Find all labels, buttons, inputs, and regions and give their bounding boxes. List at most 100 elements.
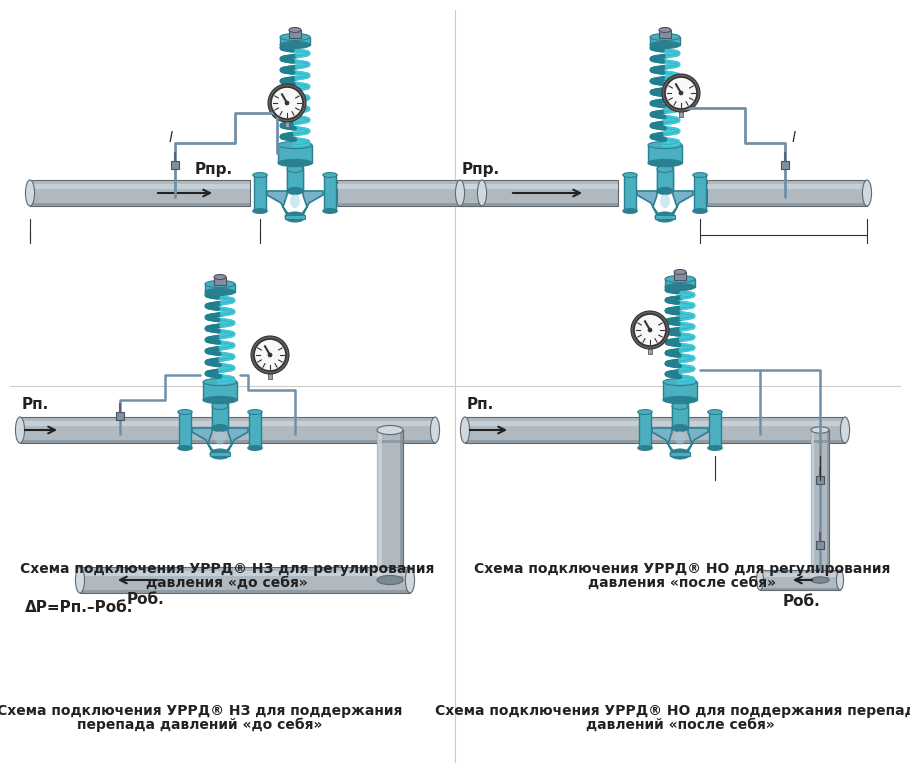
Bar (707, 203, 867, 206)
Ellipse shape (430, 417, 440, 443)
Bar (460, 203, 618, 206)
Bar (287, 169, 303, 191)
Ellipse shape (460, 417, 470, 443)
Ellipse shape (841, 417, 850, 443)
Bar (760, 574, 840, 577)
Ellipse shape (672, 425, 688, 432)
Ellipse shape (455, 180, 464, 206)
Bar (465, 440, 845, 443)
Ellipse shape (811, 577, 829, 583)
Bar (30, 185, 250, 189)
Bar (639, 412, 651, 448)
Text: Роб.: Роб. (126, 592, 164, 607)
Ellipse shape (478, 180, 487, 206)
Bar (212, 400, 228, 428)
Bar (212, 406, 228, 428)
Bar (665, 279, 695, 287)
Bar (285, 117, 289, 127)
Text: Рп.: Рп. (22, 397, 49, 412)
Bar (827, 430, 829, 580)
Bar (816, 476, 824, 484)
Bar (657, 169, 673, 191)
Polygon shape (652, 428, 708, 456)
Text: ΔР=Рп.–Роб.: ΔР=Рп.–Роб. (25, 600, 134, 615)
Bar (672, 406, 688, 428)
Ellipse shape (290, 194, 300, 208)
Ellipse shape (214, 275, 226, 279)
Bar (659, 30, 671, 38)
Polygon shape (267, 191, 323, 219)
Bar (650, 37, 680, 45)
Bar (254, 175, 266, 211)
Bar (214, 277, 226, 285)
Ellipse shape (650, 33, 680, 40)
Text: l: l (791, 131, 795, 145)
Circle shape (631, 311, 669, 349)
Bar (30, 180, 250, 206)
Ellipse shape (205, 280, 235, 287)
Ellipse shape (253, 173, 268, 178)
Ellipse shape (708, 445, 723, 450)
Bar (287, 163, 303, 191)
Text: давлений «после себя»: давлений «после себя» (586, 718, 774, 732)
Ellipse shape (285, 212, 305, 222)
Ellipse shape (657, 165, 673, 172)
Polygon shape (637, 191, 693, 219)
Bar (203, 382, 237, 400)
Text: Рп.: Рп. (467, 397, 494, 412)
Ellipse shape (675, 431, 685, 445)
Ellipse shape (215, 431, 225, 445)
Bar (657, 163, 673, 191)
Bar (816, 541, 824, 549)
Ellipse shape (177, 410, 192, 415)
Bar (760, 570, 840, 590)
Text: Схема подключения УРРД® НО для поддержания перепада: Схема подключения УРРД® НО для поддержан… (435, 704, 910, 718)
Bar (268, 369, 272, 379)
Ellipse shape (622, 208, 637, 213)
Circle shape (254, 339, 286, 371)
Bar (694, 175, 706, 211)
Bar (80, 571, 410, 576)
Circle shape (648, 328, 652, 332)
Ellipse shape (693, 208, 707, 213)
Bar (210, 452, 230, 456)
Ellipse shape (210, 449, 230, 459)
Bar (670, 452, 690, 456)
Bar (285, 215, 305, 219)
Text: Схема подключения УРРД® НО для регулирования: Схема подключения УРРД® НО для регулиров… (474, 562, 890, 576)
Bar (624, 175, 636, 211)
Text: l: l (168, 131, 172, 145)
Ellipse shape (693, 173, 707, 178)
Ellipse shape (648, 141, 682, 148)
Ellipse shape (323, 208, 338, 213)
Ellipse shape (278, 141, 312, 148)
Bar (377, 430, 381, 580)
Bar (249, 412, 261, 448)
Bar (20, 417, 435, 443)
Bar (337, 203, 482, 206)
Ellipse shape (638, 410, 652, 415)
Ellipse shape (253, 208, 268, 213)
Ellipse shape (648, 159, 682, 167)
Ellipse shape (659, 28, 671, 32)
Ellipse shape (15, 417, 25, 443)
Circle shape (634, 314, 666, 346)
Ellipse shape (289, 28, 301, 32)
Bar (289, 30, 301, 38)
Ellipse shape (672, 402, 688, 409)
Bar (707, 180, 867, 206)
Ellipse shape (248, 445, 262, 450)
Ellipse shape (377, 425, 403, 435)
Text: давления «после себя»: давления «после себя» (588, 576, 776, 590)
Bar (465, 417, 845, 443)
Bar (648, 344, 652, 354)
Bar (179, 412, 191, 448)
Bar (337, 180, 482, 206)
Ellipse shape (665, 283, 695, 290)
Bar (679, 107, 683, 117)
Ellipse shape (663, 378, 697, 385)
Ellipse shape (670, 449, 690, 459)
Ellipse shape (756, 570, 763, 590)
Text: Рпр.: Рпр. (462, 162, 501, 177)
Circle shape (285, 101, 289, 105)
